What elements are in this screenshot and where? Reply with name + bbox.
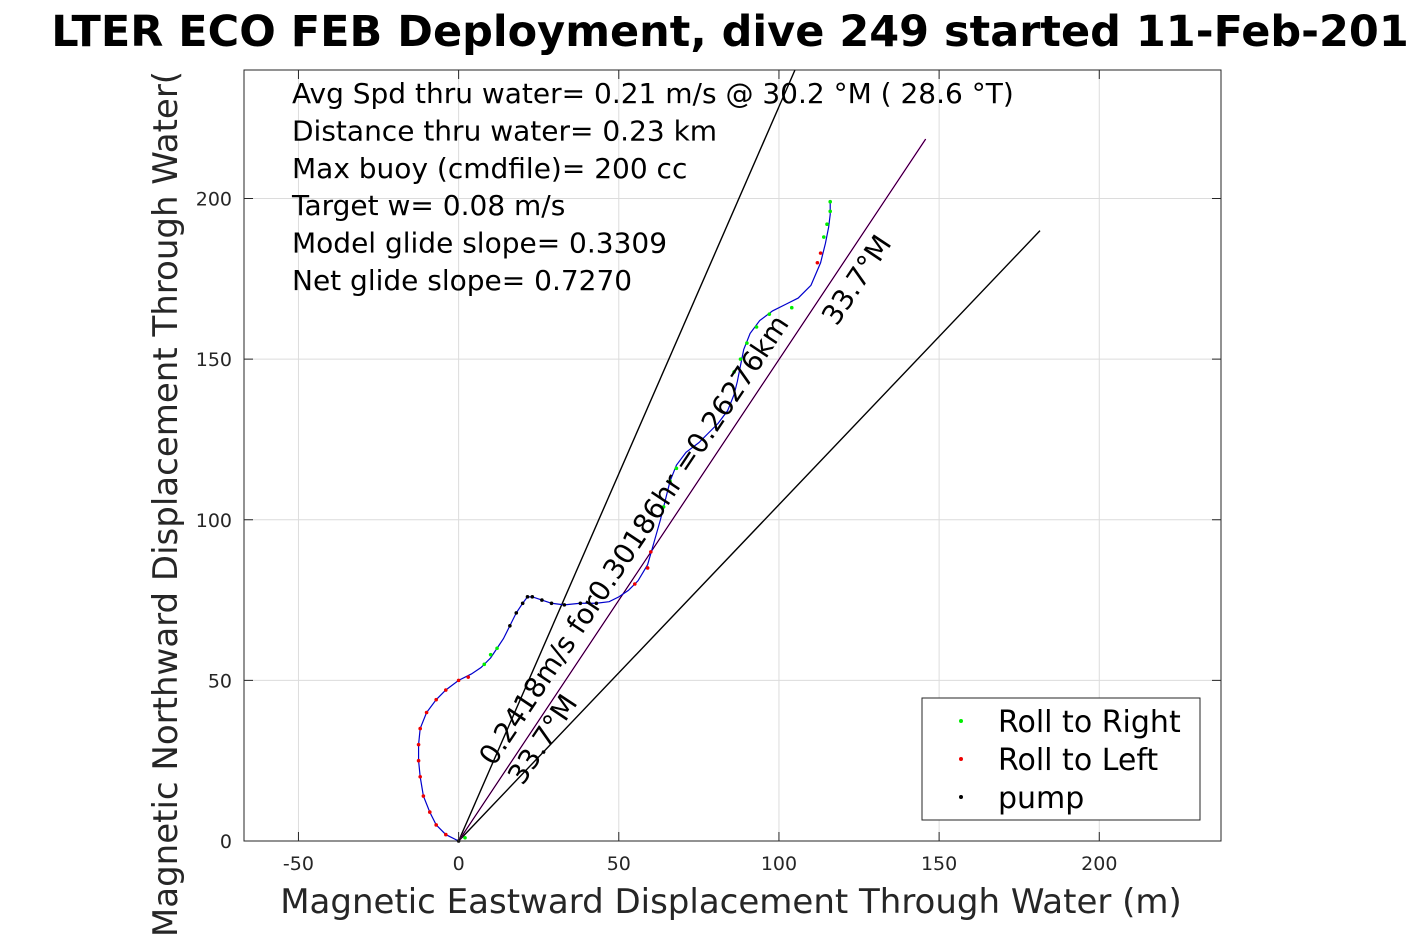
marker-roll-to-right-16 bbox=[828, 199, 832, 204]
annotation-line-4: Model glide slope= 0.3309 bbox=[292, 227, 667, 260]
annotation-line-0: Avg Spd thru water= 0.21 m/s @ 30.2 °M (… bbox=[292, 77, 1014, 110]
marker-roll-to-left-16 bbox=[815, 260, 820, 265]
annotation-line-1: Distance thru water= 0.23 km bbox=[292, 114, 717, 147]
y-tick-label-4: 200 bbox=[196, 189, 232, 211]
x-tick-label-1: 0 bbox=[453, 853, 465, 875]
marker-roll-to-right-0 bbox=[463, 835, 467, 840]
marker-roll-to-left-10 bbox=[444, 688, 448, 692]
reference-lines bbox=[457, 69, 1041, 842]
marker-pump-3 bbox=[520, 601, 525, 606]
marker-roll-to-left-0 bbox=[444, 832, 448, 837]
marker-roll-to-right-14 bbox=[825, 222, 829, 226]
x-axis-label: Magnetic Eastward Displacement Through W… bbox=[280, 882, 1182, 922]
reference-line-lower-bound bbox=[458, 230, 1041, 842]
marker-pump-2 bbox=[514, 611, 519, 615]
chart-title: LTER ECO FEB Deployment, dive 249 starte… bbox=[51, 7, 1409, 57]
marker-roll-to-right-11 bbox=[767, 312, 772, 316]
marker-roll-to-left-6 bbox=[416, 742, 421, 747]
marker-roll-to-left-3 bbox=[421, 794, 426, 798]
marker-roll-to-right-6 bbox=[674, 466, 679, 471]
y-tick-label-2: 100 bbox=[196, 510, 232, 532]
rotated-label-2: 33.7°M bbox=[815, 229, 898, 331]
marker-roll-to-left-15 bbox=[649, 550, 653, 554]
x-tick-label-0: -50 bbox=[283, 853, 314, 875]
y-axis-label: Magnetic Northward Displacement Through … bbox=[146, 71, 186, 937]
marker-roll-to-right-8 bbox=[738, 357, 743, 361]
x-tick-label-3: 100 bbox=[761, 853, 797, 875]
marker-roll-to-right-10 bbox=[754, 325, 759, 329]
annotations: Avg Spd thru water= 0.21 m/s @ 30.2 °M (… bbox=[291, 77, 1014, 297]
marker-roll-to-right-3 bbox=[495, 646, 499, 651]
annotation-line-5: Net glide slope= 0.7270 bbox=[292, 264, 632, 297]
x-tick-label-2: 50 bbox=[607, 853, 631, 875]
legend-marker-0 bbox=[959, 719, 963, 723]
marker-roll-to-left-11 bbox=[456, 678, 461, 683]
marker-roll-to-left-8 bbox=[424, 710, 429, 715]
y-tick-label-3: 150 bbox=[196, 349, 232, 371]
marker-roll-to-left-17 bbox=[818, 251, 823, 255]
marker-roll-to-left-4 bbox=[418, 774, 422, 779]
marker-pump-1 bbox=[508, 623, 512, 628]
marker-pump-9 bbox=[578, 601, 583, 606]
marker-roll-to-left-14 bbox=[645, 566, 650, 570]
plot-frame bbox=[243, 69, 1222, 842]
marker-roll-to-left-1 bbox=[434, 823, 438, 827]
marker-roll-to-left-13 bbox=[633, 582, 637, 586]
marker-roll-to-left-7 bbox=[418, 726, 422, 731]
ticks: -50 0 50 100 150 200 0 50 100 150 200 bbox=[196, 70, 1221, 875]
marker-roll-to-left-12 bbox=[466, 675, 471, 679]
marker-roll-to-right-7 bbox=[732, 370, 736, 374]
marker-roll-to-right-4 bbox=[661, 505, 666, 509]
y-tick-label-1: 50 bbox=[208, 670, 232, 692]
legend-marker-1 bbox=[959, 757, 963, 761]
reference-line-upper-bound bbox=[457, 69, 796, 842]
annotation-line-2: Max buoy (cmdfile)= 200 cc bbox=[292, 152, 687, 185]
marker-pump-5 bbox=[530, 595, 535, 599]
marker-pump-8 bbox=[562, 603, 567, 607]
reference-line-net-track-black bbox=[458, 138, 926, 842]
legend-label-1: Roll to Left bbox=[998, 743, 1158, 778]
marker-roll-to-left-9 bbox=[434, 697, 438, 702]
marker-roll-to-left-5 bbox=[416, 758, 421, 763]
marker-roll-to-right-13 bbox=[821, 235, 826, 239]
x-tick-label-5: 200 bbox=[1081, 853, 1117, 875]
legend-label-2: pump bbox=[998, 781, 1084, 816]
marker-roll-to-right-5 bbox=[668, 479, 672, 484]
marker-pump-10 bbox=[594, 601, 599, 606]
marker-roll-to-right-12 bbox=[789, 305, 794, 310]
x-tick-label-4: 150 bbox=[921, 853, 957, 875]
legend-marker-2 bbox=[959, 795, 963, 799]
marker-roll-to-right-1 bbox=[482, 662, 487, 667]
y-tick-label-0: 0 bbox=[220, 831, 232, 853]
rotated-label-0: 0.2418m/s for0.30186hr =0.26276km bbox=[472, 309, 795, 771]
rotated-labels: 0.2418m/s for0.30186hr =0.26276km33.7°M3… bbox=[472, 229, 898, 790]
legend-box bbox=[921, 697, 1201, 821]
marker-roll-to-left-2 bbox=[427, 810, 432, 814]
marker-roll-to-right-2 bbox=[488, 652, 493, 657]
marker-pump-7 bbox=[549, 601, 554, 606]
marker-roll-to-right-15 bbox=[828, 209, 832, 214]
marker-pump-4 bbox=[525, 595, 530, 599]
marker-pump-6 bbox=[540, 598, 544, 602]
legend-label-0: Roll to Right bbox=[998, 705, 1181, 740]
annotation-line-3: Target w= 0.08 m/s bbox=[291, 189, 565, 222]
marker-roll-to-right-9 bbox=[745, 341, 749, 345]
